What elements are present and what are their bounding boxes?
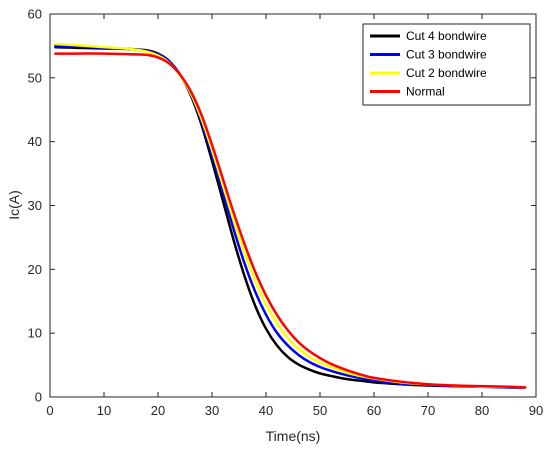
x-axis-label: Time(ns) [266,428,321,444]
x-tick-label: 70 [421,403,435,418]
y-tick-label: 20 [28,262,42,277]
y-tick-label: 30 [28,198,42,213]
x-tick-label: 40 [259,403,273,418]
legend-label: Cut 3 bondwire [406,48,487,62]
x-tick-label: 0 [46,403,53,418]
x-tick-label: 90 [529,403,543,418]
legend-label: Cut 2 bondwire [406,66,487,80]
x-tick-label: 80 [475,403,489,418]
legend: Cut 4 bondwire Cut 3 bondwire Cut 2 bondwi… [362,23,531,106]
series-line-normal [54,52,527,389]
series-layer [54,42,527,389]
y-tick-label: 50 [28,70,42,85]
x-tick-label: 10 [97,403,111,418]
legend-label: Cut 4 bondwire [406,29,487,43]
y-tick-label: 10 [28,326,42,341]
x-tick-label: 30 [205,403,219,418]
y-axis-label: Ic(A) [6,190,22,220]
y-tick-label: 40 [28,134,42,149]
x-tick-label: 20 [151,403,165,418]
y-tick-label: 0 [35,390,42,405]
tick-layer: 0 10 20 30 40 50 60 70 80 90 0 10 20 30 40 50 60 [28,7,544,419]
y-tick-label: 60 [28,7,42,22]
legend-label: Normal [406,85,445,99]
x-tick-label: 60 [367,403,381,418]
x-tick-label: 50 [313,403,327,418]
